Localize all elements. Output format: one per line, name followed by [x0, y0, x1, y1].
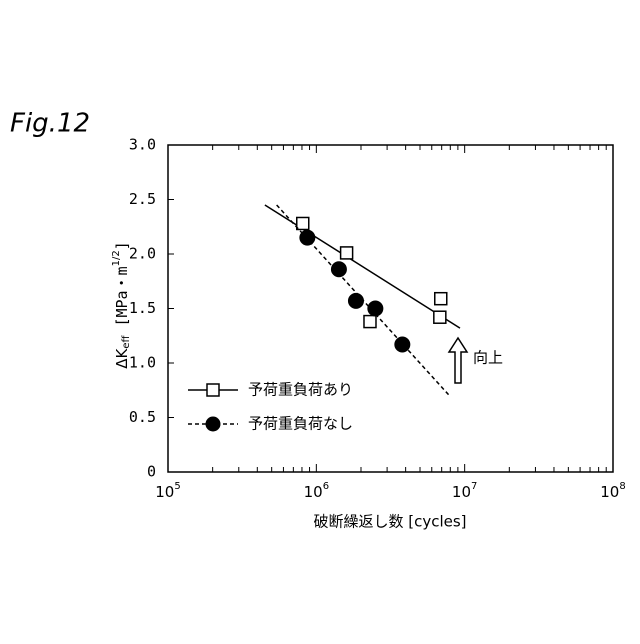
y-label-subscript: eff: [121, 334, 132, 348]
marker-square: [364, 316, 376, 328]
marker-circle: [368, 301, 383, 316]
x-tick-label: 107: [452, 481, 477, 501]
x-tick-exponent: 8: [619, 481, 625, 492]
y-tick-label: 2.0: [129, 245, 156, 263]
x-tick-base: 10: [600, 483, 619, 501]
y-label-symbol: ΔK: [113, 347, 131, 368]
marker-square: [435, 293, 447, 305]
marker-square: [297, 217, 309, 229]
marker-circle: [395, 337, 410, 352]
x-tick-exponent: 7: [471, 481, 477, 492]
figure-label: Fig.12: [10, 109, 90, 139]
y-tick-label: 3.0: [129, 136, 156, 154]
y-label-close: ]: [113, 241, 131, 250]
x-tick-label: 106: [304, 481, 329, 501]
marker-square: [341, 247, 353, 259]
arrow: [449, 338, 467, 383]
marker-square: [434, 311, 446, 323]
legend-label: 予荷重負荷なし: [248, 415, 353, 433]
y-tick-label: 2.5: [129, 190, 156, 208]
marker-circle: [348, 293, 363, 308]
y-label-unit: [MPa・m: [113, 266, 131, 335]
fit-line: [265, 205, 460, 328]
y-tick-label: 1.0: [129, 354, 156, 372]
legend-label: 予荷重負荷あり: [248, 381, 353, 399]
marker-circle: [206, 417, 221, 432]
x-tick-base: 10: [304, 483, 323, 501]
x-tick-base: 10: [155, 483, 174, 501]
y-tick-label: 1.5: [129, 299, 156, 317]
marker-circle: [331, 262, 346, 277]
y-label-exponent: 1/2: [111, 250, 122, 266]
marker-circle: [300, 230, 315, 245]
annotation: 向上: [473, 349, 503, 367]
y-tick-label: 0.5: [129, 408, 156, 426]
x-tick-base: 10: [452, 483, 471, 501]
plot-frame: [168, 145, 613, 472]
x-axis-label: 破断繰返し数 [cycles]: [313, 513, 466, 531]
y-tick-label: 0: [147, 463, 156, 481]
chart: Fig.12 破断繰返し数 [cycles] ΔKeff [MPa・m1/2] …: [0, 0, 640, 640]
x-tick-exponent: 6: [323, 481, 329, 492]
x-tick-label: 108: [600, 481, 625, 501]
x-tick-label: 105: [155, 481, 180, 501]
marker-square: [207, 384, 219, 396]
x-tick-exponent: 5: [174, 481, 180, 492]
